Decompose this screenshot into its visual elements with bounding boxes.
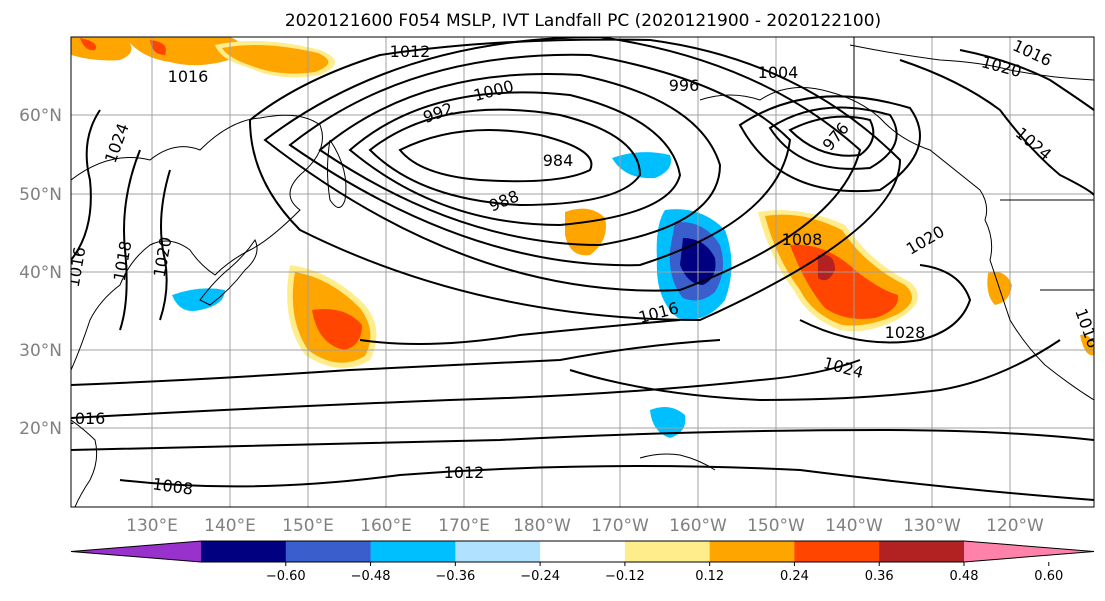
coastlines xyxy=(71,37,1094,507)
colorbar-tick-label: 0.48 xyxy=(950,569,979,584)
figure-title: 2020121600 F054 MSLP, IVT Landfall PC (2… xyxy=(285,11,881,31)
colorbar: −0.60 −0.48 −0.36 −0.24 −0.12 0.12 0.24 0.36 0.4… xyxy=(70,540,1095,584)
lon-label: 160°E xyxy=(360,516,412,536)
longitude-labels: 130°E 140°E 150°E 160°E 170°E 180°W 170°… xyxy=(126,516,1044,536)
colorbar-tick-label: 0.24 xyxy=(780,569,809,584)
lon-label: 150°W xyxy=(747,516,805,536)
lat-label: 40°N xyxy=(19,263,62,283)
lat-label: 60°N xyxy=(19,106,62,126)
lon-label: 130°W xyxy=(903,516,961,536)
colorbar-outline xyxy=(70,540,1095,563)
contour-label: 1016 xyxy=(168,67,209,86)
map-frame xyxy=(70,36,1095,508)
colorbar-tick-label: −0.12 xyxy=(605,569,645,584)
contour-label: 996 xyxy=(669,76,700,95)
colorbar-tick-label: −0.24 xyxy=(520,569,560,584)
colorbar-extend-max xyxy=(964,541,1094,562)
colorbar-tick-label: −0.36 xyxy=(435,569,475,584)
colorbar-tick-label: 0.12 xyxy=(695,569,724,584)
lon-label: 140°W xyxy=(825,516,883,536)
contour-label: 1028 xyxy=(885,323,926,342)
colorbar-segment xyxy=(794,541,880,562)
colorbar-tick-label: −0.48 xyxy=(351,569,391,584)
lon-label: 180°W xyxy=(513,516,571,536)
lat-label: 30°N xyxy=(19,341,62,361)
lon-label: 170°W xyxy=(591,516,649,536)
contour-label: 1008 xyxy=(782,230,823,249)
latitude-labels: 60°N 50°N 40°N 30°N 20°N xyxy=(19,106,62,439)
colorbar-segment xyxy=(540,541,626,562)
colorbar-tick-label: 0.36 xyxy=(865,569,894,584)
gridlines xyxy=(71,37,1094,507)
contour-label: 1012 xyxy=(444,463,485,482)
lon-label: 130°E xyxy=(126,516,178,536)
contour-label: 984 xyxy=(543,151,574,170)
lon-label: 170°E xyxy=(438,516,490,536)
colorbar-segment xyxy=(709,541,795,562)
colorbar-segment xyxy=(455,541,541,562)
lon-label: 140°E xyxy=(204,516,256,536)
lon-label: 150°E xyxy=(282,516,334,536)
ivt-shading xyxy=(71,37,1094,438)
lat-label: 20°N xyxy=(19,419,62,439)
lon-label: 160°W xyxy=(669,516,727,536)
lat-label: 50°N xyxy=(19,185,62,205)
contour-label: 1016 xyxy=(65,409,106,428)
colorbar-segment xyxy=(285,541,372,562)
colorbar-segment xyxy=(879,541,965,562)
contour-label: 1004 xyxy=(758,63,799,82)
mslp-contours xyxy=(71,37,1094,501)
colorbar-segment xyxy=(370,541,456,562)
contour-label: 1012 xyxy=(390,42,431,61)
colorbar-segment xyxy=(201,541,287,562)
colorbar-segment xyxy=(624,541,711,562)
map-panel: 1012 1016 1004 996 992 1000 1016 1020 10… xyxy=(65,37,1094,507)
lon-label: 120°W xyxy=(986,516,1044,536)
colorbar-tick-label: −0.60 xyxy=(266,569,306,584)
colorbar-extend-min xyxy=(71,541,201,562)
colorbar-tick-label: 0.60 xyxy=(1034,569,1063,584)
